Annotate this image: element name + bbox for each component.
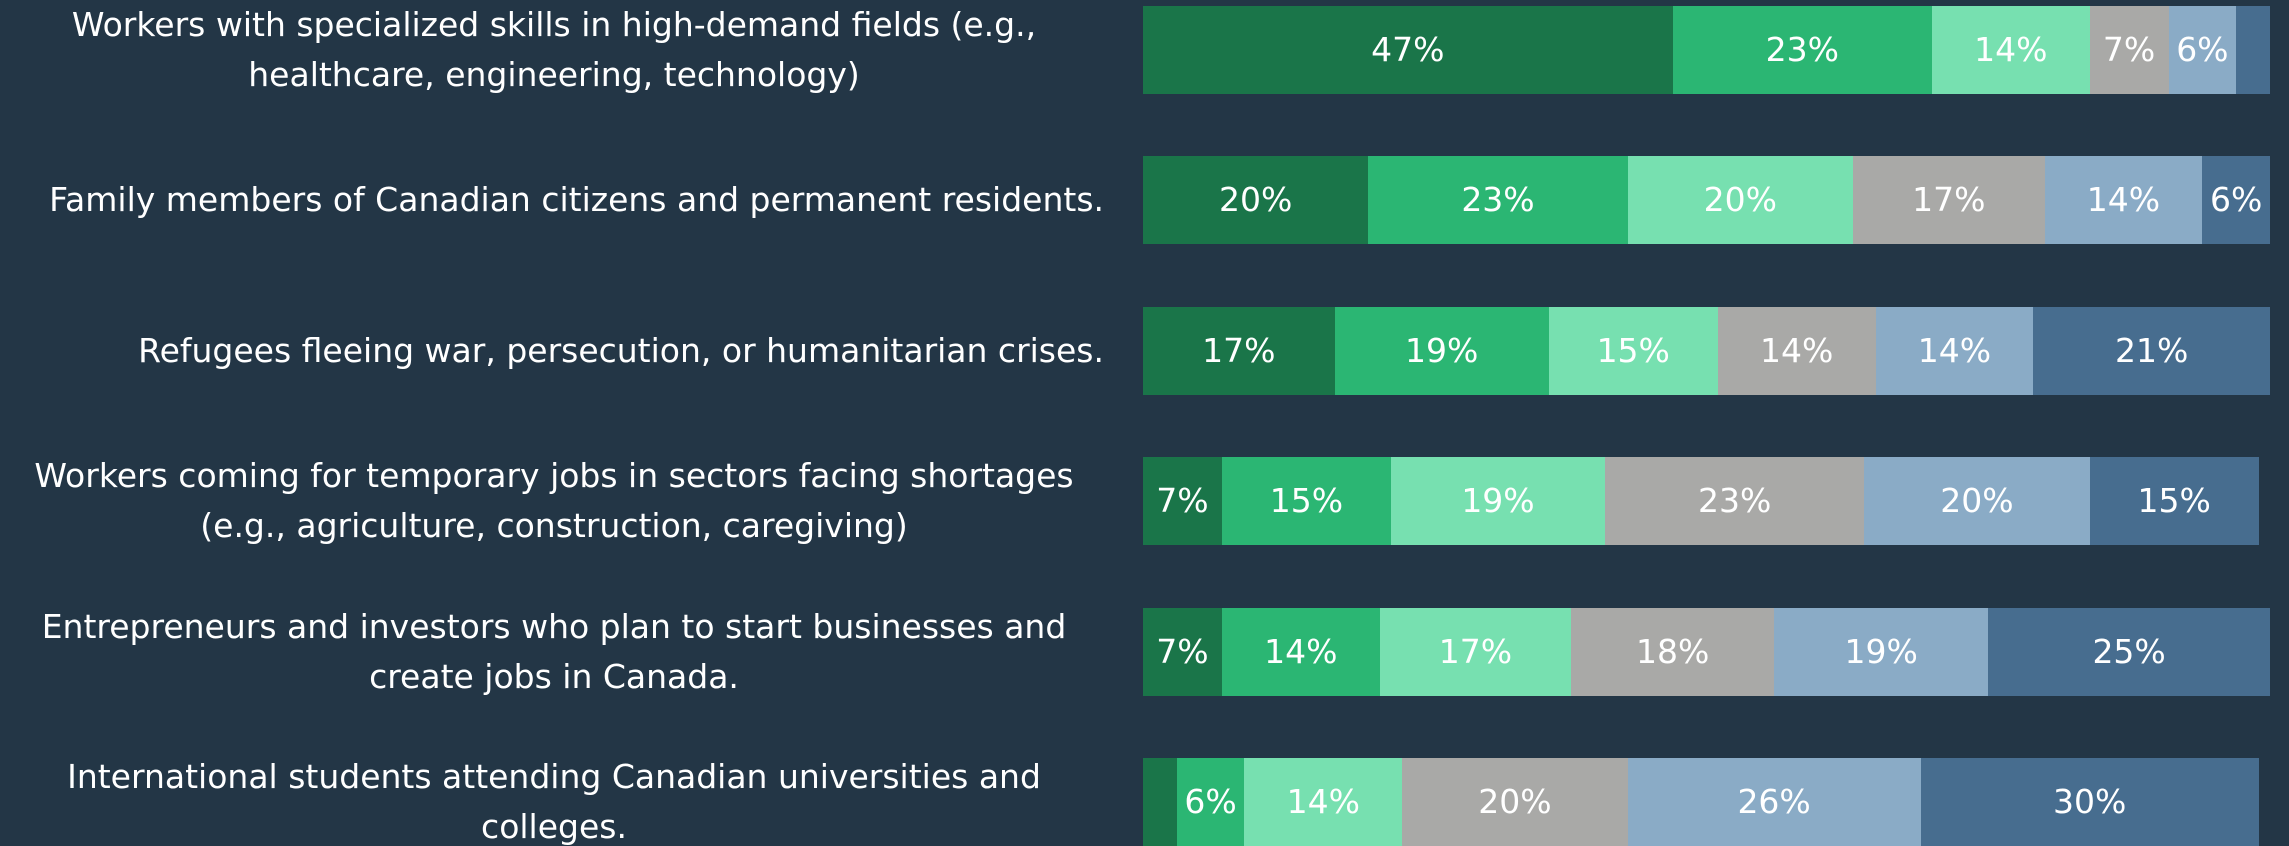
bar-segment: [1402, 758, 1628, 846]
bar-segment: [1548, 306, 1718, 395]
bar-segment: [1627, 156, 1853, 245]
bar-segment: [1717, 306, 1876, 395]
value-label: 23%: [1697, 481, 1772, 521]
value-label: 7%: [1156, 481, 1209, 521]
bar-segment: [1143, 156, 1369, 245]
value-label: 20%: [1219, 180, 1293, 220]
value-label: 14%: [1286, 782, 1360, 821]
value-label: 18%: [1636, 631, 1710, 671]
value-label: 14%: [2086, 180, 2161, 220]
value-label: 21%: [2114, 330, 2189, 370]
value-label: 20%: [1940, 481, 2014, 521]
bar-segment: [1143, 306, 1335, 395]
bar-segment: [2236, 6, 2270, 94]
bar-segment: [1143, 457, 1222, 546]
category-text: Entrepreneurs and investors who plan to …: [41, 606, 1067, 696]
bar-segment: [1875, 306, 2034, 395]
category-label: Entrepreneurs and investors who plan to …: [0, 588, 1104, 716]
value-label: 23%: [1461, 180, 1535, 220]
bar-segment: [1334, 306, 1549, 395]
bar-segment: [2089, 6, 2169, 94]
value-label: 17%: [1202, 330, 1276, 370]
category-label: Refugees fleeing war, persecution, or hu…: [0, 287, 1104, 415]
bar-segment: [1920, 758, 2259, 846]
category-text: Workers with specialized skills in high-…: [71, 5, 1037, 94]
value-label: 7%: [1156, 631, 1209, 671]
bar-segment: [1931, 6, 2090, 94]
bar-segment: [1672, 6, 1932, 94]
bar-segment: [1176, 758, 1245, 846]
value-label: 14%: [1264, 631, 1338, 671]
value-label: 19%: [1844, 631, 1918, 671]
category-label: Workers coming for temporary jobs in sec…: [0, 437, 1104, 565]
bar-segment: [1221, 607, 1380, 696]
bar-segment: [2089, 457, 2259, 546]
bar-segment: [1605, 457, 1865, 546]
bar-segment: [1143, 6, 1673, 94]
value-label: 19%: [1404, 330, 1479, 370]
value-label: 30%: [2052, 782, 2127, 821]
bar-segment: [1864, 457, 2090, 546]
bar-segment: [2202, 156, 2270, 245]
value-label: 6%: [2176, 30, 2229, 69]
value-label: 23%: [1765, 30, 1839, 69]
bar-segment: [1143, 607, 1222, 696]
value-label: 17%: [1438, 631, 1513, 671]
bar-segment: [1571, 607, 1775, 696]
bar-segment: [1853, 156, 2045, 245]
bar-segment: [1221, 457, 1391, 546]
value-label: 14%: [1917, 330, 1992, 370]
value-label: 20%: [1478, 782, 1552, 821]
bar-segment: [1390, 457, 1606, 546]
value-label: 14%: [1974, 30, 2048, 69]
value-label: 15%: [1269, 481, 1344, 521]
category-text: Workers coming for temporary jobs in sec…: [34, 456, 1074, 546]
value-label: 14%: [1759, 330, 1834, 370]
category-label: Family members of Canadian citizens and …: [0, 136, 1104, 264]
bar-segment: [1627, 758, 1921, 846]
value-label: 15%: [2137, 481, 2211, 521]
category-text: Refugees fleeing war, persecution, or hu…: [138, 330, 1104, 370]
bar-segment: [2033, 306, 2270, 395]
category-label: International students attending Canadia…: [0, 738, 1104, 846]
value-label: 19%: [1461, 481, 1535, 521]
category-text: Family members of Canadian citizens and …: [49, 180, 1104, 220]
value-label: 6%: [2210, 180, 2263, 220]
bar-segment: [1368, 156, 1628, 245]
value-label: 6%: [1184, 782, 1237, 821]
bar-segment: [1244, 758, 1403, 846]
bar-segment: [1988, 607, 2270, 696]
value-label: 15%: [1596, 330, 1670, 370]
value-label: 47%: [1371, 30, 1445, 69]
value-label: 17%: [1912, 180, 1986, 220]
bar-segment: [1379, 607, 1572, 696]
bar-segment: [2168, 6, 2237, 94]
value-label: 7%: [2102, 30, 2156, 69]
value-label: 26%: [1737, 782, 1811, 821]
category-label: Workers with specialized skills in high-…: [0, 0, 1104, 114]
bar-segment: [1143, 758, 1177, 846]
value-label: 25%: [2092, 631, 2166, 671]
bar-segment: [1774, 607, 1989, 696]
bar-segment: [2044, 156, 2203, 245]
category-text: International students attending Canadia…: [67, 757, 1041, 846]
value-label: 20%: [1703, 180, 1777, 220]
